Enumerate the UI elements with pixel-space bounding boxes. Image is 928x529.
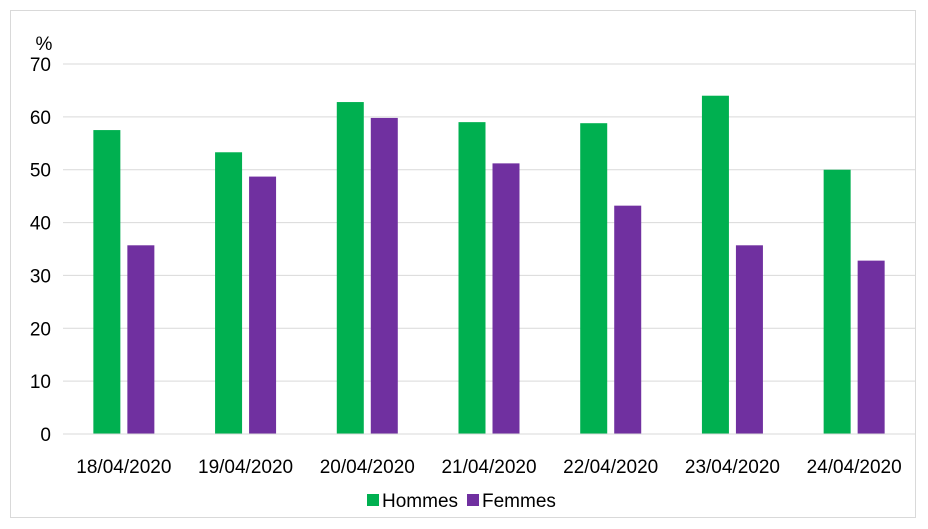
- bar-femmes-18/04/2020: [127, 245, 155, 434]
- bar-hommes-18/04/2020: [93, 130, 121, 435]
- bar-femmes-22/04/2020: [614, 205, 642, 434]
- legend-swatch-femmes: [467, 494, 479, 506]
- x-tick-label: 20/04/2020: [320, 457, 415, 478]
- gridlines: [63, 63, 915, 382]
- y-tick-label: 40: [30, 214, 51, 235]
- legend-swatch-hommes: [367, 494, 379, 506]
- bar-femmes-23/04/2020: [735, 245, 763, 434]
- x-axis-ticks: 18/04/2020 19/04/2020 20/04/2020 21/04/2020…: [76, 457, 901, 478]
- bar-femmes-19/04/2020: [249, 176, 277, 435]
- bar-hommes-21/04/2020: [458, 122, 486, 435]
- bar-hommes-23/04/2020: [701, 95, 729, 434]
- x-tick-label: 24/04/2020: [807, 457, 902, 478]
- bar-hommes-22/04/2020: [580, 123, 608, 434]
- x-tick-label: 22/04/2020: [563, 457, 658, 478]
- y-tick-label: 0: [40, 425, 51, 446]
- y-tick-label: 70: [30, 55, 51, 76]
- y-tick-label: 60: [30, 108, 51, 129]
- legend-label-hommes: Hommes: [382, 491, 458, 512]
- legend: Hommes Femmes: [367, 491, 556, 512]
- x-tick-label: 18/04/2020: [76, 457, 171, 478]
- x-tick-label: 23/04/2020: [685, 457, 780, 478]
- y-axis-ticks: 0 10 20 30 40 50 60 70: [30, 55, 51, 446]
- x-tick-label: 21/04/2020: [441, 457, 536, 478]
- y-tick-label: 50: [30, 161, 51, 182]
- y-tick-label: 20: [30, 319, 51, 340]
- y-tick-label: 10: [30, 372, 51, 393]
- bar-hommes-19/04/2020: [215, 152, 243, 434]
- bar-femmes-24/04/2020: [857, 260, 885, 434]
- bar-femmes-20/04/2020: [370, 117, 398, 435]
- y-tick-label: 30: [30, 266, 51, 287]
- bar-hommes-24/04/2020: [823, 169, 851, 434]
- legend-label-femmes: Femmes: [482, 491, 556, 512]
- bar-hommes-20/04/2020: [336, 102, 364, 435]
- x-tick-label: 19/04/2020: [198, 457, 293, 478]
- bars: [93, 95, 885, 435]
- bar-femmes-21/04/2020: [492, 163, 520, 434]
- y-axis-unit-label: %: [36, 34, 53, 55]
